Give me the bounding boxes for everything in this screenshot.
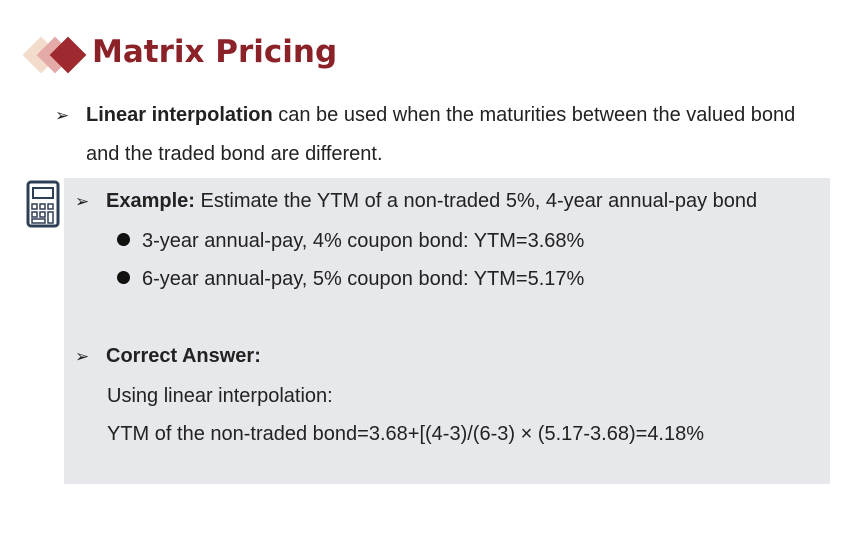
- example-item-1: 3-year annual-pay, 4% coupon bond: YTM=3…: [117, 230, 584, 253]
- bullet-text: Linear interpolation can be used when th…: [86, 96, 815, 174]
- arrow-bullet-icon: ➢: [75, 347, 90, 366]
- arrow-bullet-icon: ➢: [75, 192, 90, 211]
- dot-bullet-icon: [117, 271, 130, 284]
- example-label: Example:: [106, 190, 195, 212]
- example-item-text: 3-year annual-pay, 4% coupon bond: YTM=3…: [142, 230, 585, 252]
- example-heading: ➢ Example: Estimate the YTM of a non-trad…: [75, 190, 757, 213]
- example-text: Estimate the YTM of a non-traded 5%, 4-y…: [194, 190, 758, 212]
- arrow-bullet-icon: ➢: [55, 106, 70, 125]
- answer-line-2: YTM of the non-traded bond=3.68+[(4-3)/(…: [107, 423, 705, 445]
- example-panel: [64, 178, 830, 484]
- bullet-bold-term: Linear interpolation: [86, 104, 273, 126]
- answer-heading: ➢ Correct Answer:: [75, 345, 261, 368]
- example-item-text: 6-year annual-pay, 5% coupon bond: YTM=5…: [142, 268, 585, 290]
- answer-line-1: Using linear interpolation:: [107, 385, 333, 407]
- diamond-logo-icon: [22, 30, 92, 80]
- bullet-body: can be used when the maturities between …: [86, 104, 796, 165]
- page-title: Matrix Pricing: [92, 34, 338, 70]
- example-item-2: 6-year annual-pay, 5% coupon bond: YTM=5…: [117, 268, 584, 291]
- calculator-icon: [26, 180, 60, 228]
- dot-bullet-icon: [117, 233, 130, 246]
- bullet-linear-interpolation: ➢ Linear interpolation can be used when …: [55, 96, 815, 174]
- answer-label: Correct Answer:: [106, 345, 261, 367]
